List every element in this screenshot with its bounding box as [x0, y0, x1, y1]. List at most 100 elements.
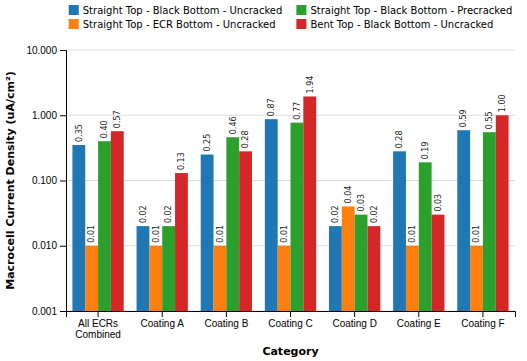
legend-item: Bent Top - Black Bottom - Uncracked [296, 19, 493, 30]
data-label: 0.02 [164, 205, 173, 223]
y-tick-mark [60, 246, 66, 247]
x-tick-label: Coating B [204, 318, 248, 329]
bar [98, 141, 111, 311]
bar-series [98, 123, 496, 311]
legend-item: Straight Top - Black Bottom - Uncracked [69, 5, 283, 16]
data-labels: 0.350.020.250.870.020.280.590.010.010.01… [75, 76, 507, 243]
legend-swatch [69, 19, 79, 29]
legend-label: Straight Top - ECR Bottom - Uncracked [83, 19, 276, 30]
x-tick-label-line: Coating B [204, 318, 248, 329]
data-label: 0.02 [370, 205, 379, 223]
legend-item: Straight Top - ECR Bottom - Uncracked [69, 19, 276, 30]
bar [483, 132, 496, 311]
x-axis-title: Category [262, 345, 318, 358]
x-tick-label: Coating C [268, 318, 312, 329]
data-label: 0.04 [344, 186, 353, 204]
bar [278, 246, 291, 311]
x-tick: Coating B [204, 311, 248, 329]
data-label: 0.02 [139, 205, 148, 223]
x-tick-mark [290, 311, 291, 317]
x-tick-label: All ECRsCombined [75, 318, 121, 340]
x-tick: All ECRsCombined [75, 311, 121, 340]
y-tick: 1.000 [32, 110, 66, 121]
bar [265, 119, 278, 311]
bar [162, 226, 175, 311]
legend-swatch [296, 5, 306, 15]
bar [432, 215, 445, 311]
y-tick-label: 0.001 [32, 306, 57, 317]
y-tick: 10.000 [26, 45, 66, 56]
y-axis-line [60, 51, 67, 312]
x-tick-mark [354, 311, 355, 317]
y-tick-label: 10.000 [26, 45, 57, 56]
x-tick-mark [98, 311, 99, 317]
bar [355, 215, 368, 311]
x-tick: Coating A [141, 311, 185, 329]
y-tick-label: 1.000 [32, 110, 57, 121]
x-tick-label-line: Coating A [141, 318, 185, 329]
data-label: 0.03 [357, 194, 366, 212]
bar [470, 246, 483, 311]
plot: 0.350.020.250.870.020.280.590.010.010.01… [26, 45, 515, 340]
bar [393, 151, 406, 311]
data-label: 0.01 [216, 225, 225, 243]
bar [457, 130, 470, 311]
grid [66, 50, 515, 311]
bar [342, 206, 355, 311]
data-label: 0.01 [87, 225, 96, 243]
legend-swatch [296, 19, 306, 29]
bar [419, 162, 432, 311]
x-tick-label: Coating F [461, 318, 504, 329]
legend-item: Straight Top - Black Bottom - Precracked [296, 5, 512, 16]
legend-label: Straight Top - Black Bottom - Precracked [310, 5, 512, 16]
x-tick-label: Coating A [141, 318, 185, 329]
y-tick: 0.100 [32, 175, 66, 186]
legend-swatch [69, 5, 79, 15]
bar [137, 226, 150, 311]
data-label: 0.28 [241, 131, 250, 149]
data-label: 0.01 [152, 225, 161, 243]
x-tick-label-line: Combined [75, 329, 121, 340]
bar [496, 115, 509, 311]
bar [72, 145, 85, 311]
data-label: 0.35 [75, 124, 84, 142]
data-label: 0.57 [113, 110, 122, 128]
bar [175, 173, 188, 311]
data-label: 0.28 [395, 131, 404, 149]
bar [291, 123, 304, 311]
data-label: 0.77 [293, 102, 302, 120]
data-label: 0.40 [100, 120, 109, 138]
x-tick: Coating D [332, 311, 376, 329]
grid-line [66, 50, 515, 51]
x-tick-label-line: Coating F [461, 318, 504, 329]
y-tick-label: 0.100 [32, 175, 57, 186]
bar [406, 246, 419, 311]
data-label: 0.59 [459, 109, 468, 127]
data-label: 0.13 [177, 152, 186, 170]
bar-series [111, 96, 509, 311]
x-tick-label-line: Coating C [268, 318, 312, 329]
legend-label: Bent Top - Black Bottom - Uncracked [310, 19, 493, 30]
bar [329, 226, 342, 311]
y-tick-mark [60, 181, 66, 182]
data-label: 1.94 [306, 76, 315, 94]
x-tick-label-line: Coating E [397, 318, 441, 329]
grid-line [66, 115, 515, 116]
x-axis: All ECRsCombined Coating A Coating B Coatin… [67, 311, 516, 340]
data-label: 0.19 [421, 141, 430, 159]
bar [111, 131, 124, 311]
data-label: 0.55 [485, 111, 494, 129]
y-tick-mark [60, 311, 66, 312]
data-label: 0.01 [472, 225, 481, 243]
y-axis-title: Macrocell Current Density (uA/cm²) [4, 71, 17, 290]
x-tick: Coating E [397, 311, 441, 329]
bar-series [72, 119, 470, 311]
bar [226, 137, 239, 311]
data-label: 0.87 [267, 98, 276, 116]
x-tick-label-line: All ECRs [78, 318, 118, 329]
bar [214, 246, 227, 311]
legend-label: Straight Top - Black Bottom - Uncracked [83, 5, 283, 16]
bar [367, 226, 380, 311]
data-label: 0.03 [434, 194, 443, 212]
data-label: 0.02 [331, 205, 340, 223]
